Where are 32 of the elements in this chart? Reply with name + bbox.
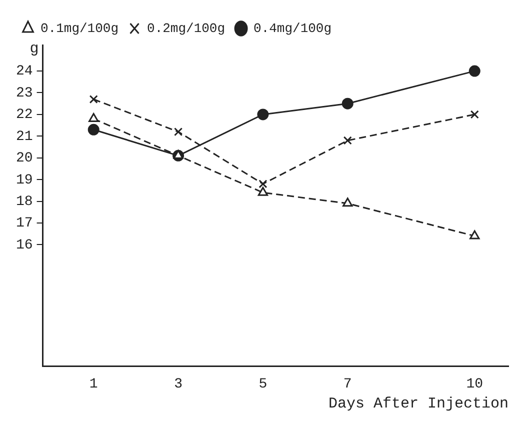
legend-label: 0.1mg/100g xyxy=(40,20,119,36)
point xyxy=(88,113,99,122)
point xyxy=(89,94,98,104)
y-tick-label: 24 xyxy=(16,64,33,80)
x-tick-label: 10 xyxy=(466,376,484,392)
point xyxy=(470,110,479,119)
point xyxy=(470,230,480,240)
x-axis-title: Days After Injection xyxy=(328,396,508,413)
point xyxy=(88,124,100,136)
legend-label: 0.2mg/100g xyxy=(147,20,226,36)
y-tick-label: 20 xyxy=(16,150,33,167)
legend-label: 0.4mg/100g xyxy=(254,20,332,36)
y-tick-label: 19 xyxy=(16,172,33,188)
point xyxy=(342,98,354,110)
point xyxy=(174,128,183,136)
y-axis-title: g xyxy=(30,40,39,58)
point xyxy=(257,108,269,120)
y-tick-label: 21 xyxy=(16,128,33,145)
y-tick-label: 22 xyxy=(16,107,33,124)
y-tick-label: 17 xyxy=(16,216,33,232)
point xyxy=(342,198,353,207)
y-tick-label: 16 xyxy=(16,237,33,254)
point xyxy=(343,136,352,145)
point xyxy=(258,180,268,188)
y-tick-label: 18 xyxy=(16,194,33,210)
x-tick-label: 3 xyxy=(174,376,182,392)
point xyxy=(258,186,268,196)
y-tick-label: 23 xyxy=(16,85,33,102)
x-tick-label: 1 xyxy=(89,376,98,392)
x-tick-label: 5 xyxy=(258,376,268,392)
point xyxy=(468,65,480,77)
x-tick-label: 7 xyxy=(343,376,352,392)
